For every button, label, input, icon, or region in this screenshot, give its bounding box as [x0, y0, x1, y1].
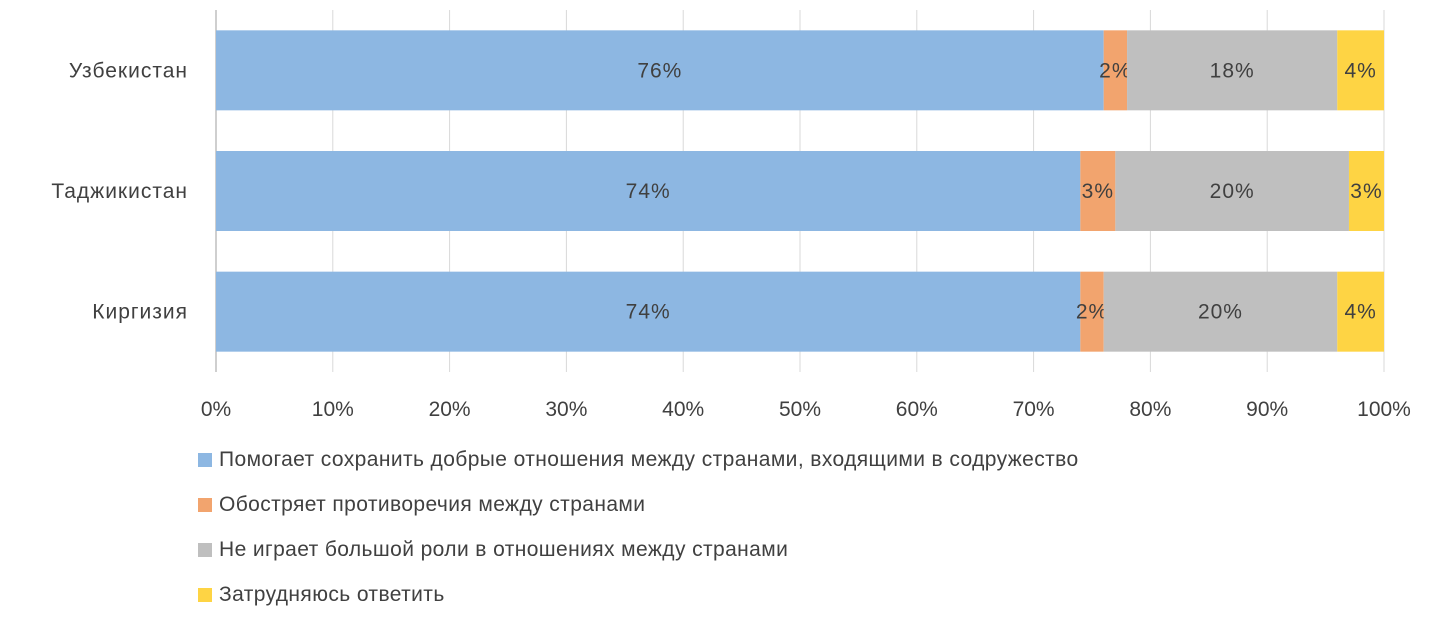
- legend-item: Обостряет противоречия между странами: [198, 493, 1398, 517]
- category-label: Узбекистан: [69, 59, 188, 82]
- legend-item: Помогает сохранить добрые отношения межд…: [198, 448, 1398, 472]
- data-label: 3%: [1082, 180, 1114, 203]
- legend-label: Обостряет противоречия между странами: [219, 493, 646, 516]
- data-label: 2%: [1099, 59, 1131, 82]
- category-label: Таджикистан: [51, 180, 188, 203]
- x-tick-label: 10%: [312, 398, 354, 421]
- data-label: 4%: [1344, 301, 1376, 324]
- legend-swatch: [198, 588, 212, 602]
- bar-segment: [1080, 271, 1104, 352]
- x-tick-label: 30%: [545, 398, 587, 421]
- x-tick-label: 40%: [662, 398, 704, 421]
- legend-swatch: [198, 543, 212, 557]
- x-tick-label: 50%: [779, 398, 821, 421]
- bar-segment: [1080, 151, 1116, 231]
- x-tick-label: 90%: [1246, 398, 1288, 421]
- legend-item: Не играет большой роли в отношениях межд…: [198, 538, 1398, 562]
- legend: Помогает сохранить добрые отношения межд…: [198, 448, 1398, 628]
- data-label: 18%: [1210, 59, 1255, 82]
- bar-segment: [1348, 151, 1384, 231]
- bar-segment: [1115, 151, 1349, 231]
- legend-item: Затрудняюсь ответить: [198, 583, 1398, 607]
- x-tick-label: 20%: [429, 398, 471, 421]
- legend-swatch: [198, 498, 212, 512]
- bar-segment: [216, 151, 1081, 231]
- x-tick-label: 0%: [201, 398, 231, 421]
- bar-segment: [216, 30, 1104, 111]
- bar-segment: [1103, 271, 1338, 352]
- x-tick-label: 70%: [1013, 398, 1055, 421]
- legend-label: Не играет большой роли в отношениях межд…: [219, 538, 789, 561]
- bar-segment: [1337, 30, 1384, 111]
- data-label: 20%: [1198, 301, 1243, 324]
- category-label: Киргизия: [92, 301, 188, 324]
- data-label: 74%: [626, 180, 671, 203]
- bar-segment: [1127, 30, 1338, 111]
- data-label: 2%: [1076, 301, 1108, 324]
- data-label: 3%: [1350, 180, 1382, 203]
- legend-swatch: [198, 453, 212, 467]
- x-tick-label: 80%: [1129, 398, 1171, 421]
- bar-segment: [1337, 271, 1384, 352]
- data-label: 74%: [626, 301, 671, 324]
- x-tick-label: 60%: [896, 398, 938, 421]
- data-label: 20%: [1210, 180, 1255, 203]
- bar-segment: [216, 271, 1081, 352]
- x-tick-label: 100%: [1357, 398, 1411, 421]
- data-label: 4%: [1344, 59, 1376, 82]
- legend-label: Затрудняюсь ответить: [219, 583, 445, 606]
- chart-plot: 0% 10% 20% 30% 40% 50% 60% 70% 80% 90% 100% Узбекис…: [51, 10, 1411, 421]
- legend-label: Помогает сохранить добрые отношения межд…: [219, 448, 1079, 471]
- data-label: 76%: [637, 59, 682, 82]
- bar-segment: [1103, 30, 1128, 111]
